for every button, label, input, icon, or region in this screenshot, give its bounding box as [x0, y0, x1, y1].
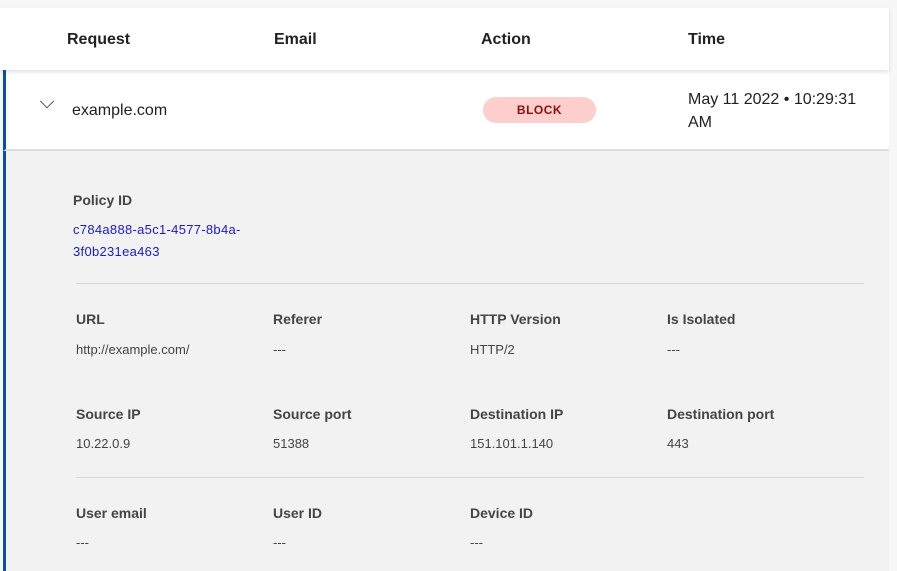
table-header: Request Email Action Time	[0, 8, 889, 70]
referer-value: ---	[273, 342, 286, 357]
destination-ip-value: 151.101.1.140	[470, 436, 554, 451]
user-id-label: User ID	[273, 505, 323, 521]
table-row[interactable]: example.com BLOCK May 11 2022 • 10:29:31…	[3, 70, 889, 151]
request-domain: example.com	[72, 102, 168, 119]
destination-port-value: 443	[667, 436, 689, 451]
column-header-action[interactable]: Action	[481, 31, 531, 48]
http-version-value: HTTP/2	[470, 342, 515, 357]
is-isolated-value: ---	[667, 342, 680, 357]
user-email-label: User email	[76, 505, 147, 521]
device-id-value: ---	[470, 535, 483, 550]
source-port-value: 51388	[273, 436, 310, 451]
source-port-label: Source port	[273, 406, 352, 422]
destination-port-label: Destination port	[667, 406, 775, 422]
referer-label: Referer	[273, 311, 323, 327]
column-header-request[interactable]: Request	[67, 31, 131, 48]
is-isolated-label: Is Isolated	[667, 311, 736, 327]
policy-id-label: Policy ID	[73, 192, 133, 208]
device-id-label: Device ID	[470, 505, 534, 521]
policy-id-link[interactable]: c784a888-a5c1-4577-8b4a-3f0b231ea463	[73, 222, 241, 259]
url-label: URL	[76, 311, 105, 327]
divider	[76, 477, 864, 478]
destination-ip-label: Destination IP	[470, 406, 564, 422]
action-badge: BLOCK	[483, 97, 596, 123]
user-email-value: ---	[76, 535, 89, 550]
column-header-time[interactable]: Time	[688, 31, 726, 48]
source-ip-value: 10.22.0.9	[76, 436, 131, 451]
url-value: http://example.com/	[76, 342, 190, 357]
user-id-value: ---	[273, 535, 286, 550]
chevron-down-icon[interactable]	[39, 94, 55, 109]
source-ip-label: Source IP	[76, 406, 141, 422]
row-details: Policy ID c784a888-a5c1-4577-8b4a-3f0b23…	[3, 151, 889, 571]
divider	[76, 283, 864, 284]
column-header-email[interactable]: Email	[274, 31, 317, 48]
http-version-label: HTTP Version	[470, 311, 561, 327]
request-time: May 11 2022 • 10:29:31 AM	[688, 91, 857, 131]
